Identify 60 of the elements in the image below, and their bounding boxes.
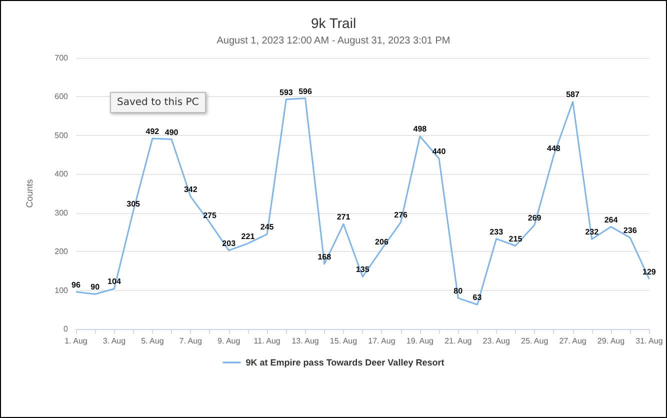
data-label: 264 — [604, 215, 618, 224]
data-label: 135 — [356, 265, 370, 274]
x-tick-label: 9. Aug — [218, 336, 240, 346]
x-tick-label: 27. Aug — [559, 336, 586, 346]
y-tick-label: 700 — [54, 54, 69, 62]
data-label: 492 — [146, 127, 160, 136]
data-label: 448 — [546, 144, 561, 154]
data-label: 276 — [394, 210, 408, 220]
data-label: 593 — [280, 88, 294, 97]
x-tick-label: 23. Aug — [482, 336, 510, 346]
data-label: 596 — [298, 86, 313, 96]
x-tick-label: 7. Aug — [179, 336, 202, 346]
y-tick-label: 600 — [54, 92, 69, 102]
x-tick-label: 3. Aug — [102, 336, 126, 346]
chart-subtitle: August 1, 2023 12:00 AM - August 31, 2023 3:01 PM — [216, 36, 450, 46]
data-label: 90 — [90, 282, 100, 292]
x-tick-label: 29. Aug — [597, 336, 625, 346]
x-tick-label: 19. Aug — [406, 336, 434, 346]
data-label: 342 — [184, 185, 198, 194]
y-tick-label: 400 — [54, 170, 69, 179]
y-tick-label: 100 — [54, 286, 69, 295]
data-label: 236 — [623, 226, 638, 236]
data-label: 96 — [72, 280, 81, 290]
y-axis-title: Counts — [24, 178, 34, 208]
x-tick-label: 17. Aug — [368, 336, 396, 346]
x-tick-label: 25. Aug — [521, 336, 548, 346]
y-tick-label: 200 — [54, 247, 69, 256]
data-label: 168 — [318, 252, 332, 262]
chart-title: 9k Trail — [310, 15, 356, 31]
data-label: 271 — [336, 212, 351, 222]
data-label: 203 — [222, 238, 236, 248]
y-tick-label: 0 — [64, 324, 69, 334]
x-tick-label: 11. Aug — [254, 336, 280, 346]
y-tick-label: 300 — [54, 208, 69, 218]
data-label: 269 — [528, 213, 542, 222]
y-tick-label: 500 — [54, 130, 69, 140]
x-tick-label: 21. Aug — [444, 336, 472, 346]
data-label: 80 — [454, 286, 464, 296]
data-label: 221 — [241, 232, 256, 241]
data-label: 233 — [490, 227, 504, 236]
annotation: Saved to this PC — [110, 92, 206, 113]
data-label: 440 — [432, 147, 446, 156]
data-label: 63 — [472, 293, 482, 302]
data-label: 245 — [260, 222, 274, 232]
data-label: 305 — [126, 199, 141, 208]
data-label: 232 — [585, 228, 600, 237]
data-label: 129 — [642, 268, 656, 277]
data-label: 498 — [413, 124, 428, 134]
data-label: 215 — [508, 234, 523, 244]
x-tick-label: 31. Aug — [636, 336, 663, 346]
data-label: 206 — [375, 238, 389, 247]
legend-label: 9K at Empire pass Towards Deer Valley Resort — [246, 358, 444, 368]
x-tick-label: 1. Aug — [64, 336, 88, 346]
data-label: 587 — [566, 90, 580, 100]
data-label: 490 — [164, 128, 179, 137]
data-label: 104 — [108, 277, 122, 286]
x-tick-label: 13. Aug — [292, 336, 319, 346]
x-tick-label: 5. Aug — [141, 336, 164, 346]
x-tick-label: 15. Aug — [330, 336, 358, 346]
data-label: 275 — [203, 211, 217, 220]
